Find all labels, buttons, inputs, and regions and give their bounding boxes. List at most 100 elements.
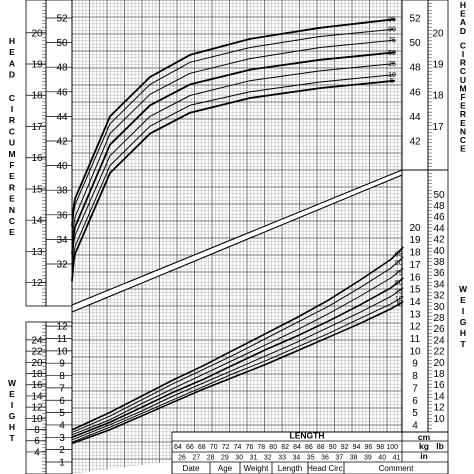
wt-percentile-25-label: 25 bbox=[395, 289, 403, 296]
hc-title-letter: C bbox=[9, 126, 15, 136]
wt-percentile-95-label: 95 bbox=[395, 251, 403, 258]
wt-lb-tick-label: 8 bbox=[34, 425, 40, 436]
length-in-tick-label: 29 bbox=[221, 455, 229, 462]
record-table-header-date: Date bbox=[183, 464, 200, 473]
hc-cm-tick-label: 38 bbox=[56, 186, 68, 197]
wt-percentile-75-label: 75 bbox=[395, 270, 403, 277]
length-cm-tick-label: 72 bbox=[222, 444, 230, 451]
length-in-tick-label: 26 bbox=[178, 455, 186, 462]
wt-title-letter: E bbox=[9, 389, 15, 399]
hc-right-title-letter: E bbox=[460, 9, 466, 19]
wt-lb-right-tick-label: 18 bbox=[433, 369, 445, 380]
wt-lb-right-tick-label: 26 bbox=[433, 324, 445, 335]
wt-lb-right-tick-label: 32 bbox=[433, 291, 445, 302]
hc-cm-tick-label: 46 bbox=[56, 87, 68, 98]
hc-in-right-tick-label: 17 bbox=[432, 122, 444, 133]
wt-lb-tick-label: 10 bbox=[31, 414, 43, 425]
length-in-tick-label: 39 bbox=[364, 455, 372, 462]
length-in-tick-label: 28 bbox=[207, 455, 215, 462]
wt-percentile-50-label: 50 bbox=[395, 280, 403, 287]
wt-right-title-letter: I bbox=[462, 306, 464, 316]
length-in-tick-label: 34 bbox=[293, 455, 301, 462]
wt-title-letter: T bbox=[9, 433, 15, 443]
length-in-tick-label: 36 bbox=[321, 455, 329, 462]
wt-kg-right-tick-label: 18 bbox=[409, 248, 421, 259]
record-table-header-head-circ: Head Circ. bbox=[307, 464, 345, 473]
wt-lb-right-tick-label: 14 bbox=[433, 391, 445, 402]
wt-lb-right-tick-label: 24 bbox=[433, 335, 445, 346]
wt-unit-lb: lb bbox=[436, 441, 444, 451]
wt-kg-right-tick-label: 8 bbox=[412, 371, 418, 382]
axis-labels: 3234363840424446485052121314151617181920… bbox=[8, 0, 468, 469]
wt-lb-tick-label: 4 bbox=[34, 447, 40, 458]
wt-kg-right-tick-label: 10 bbox=[409, 346, 421, 357]
hc-cm-tick-label: 40 bbox=[56, 161, 68, 172]
length-in-tick-label: 35 bbox=[307, 455, 315, 462]
length-in-tick-label: 30 bbox=[235, 455, 243, 462]
wt-lb-right-tick-label: 28 bbox=[433, 313, 445, 324]
hc-cm-right-tick-label: 50 bbox=[409, 38, 421, 49]
length-cm-tick-label: 90 bbox=[329, 444, 337, 451]
record-table-header-age: Age bbox=[218, 464, 233, 473]
length-cm-tick-label: 88 bbox=[317, 444, 325, 451]
hc-cm-right-tick-label: 52 bbox=[409, 14, 421, 25]
length-axis-background bbox=[172, 432, 402, 462]
wt-percentile-10-line bbox=[71, 296, 404, 443]
hc-in-tick-label: 14 bbox=[31, 216, 43, 227]
wt-kg-right-tick-label: 20 bbox=[409, 223, 421, 234]
wt-title-letter: G bbox=[9, 411, 16, 421]
wt-lb-right-tick-label: 12 bbox=[433, 403, 445, 414]
hc-title-letter: R bbox=[9, 115, 15, 125]
hc-cm-right-tick-label: 46 bbox=[409, 87, 421, 98]
wt-kg-tick-label: 1 bbox=[59, 458, 65, 469]
record-table-header-length: Length bbox=[278, 464, 302, 473]
hc-in-tick-label: 13 bbox=[31, 247, 43, 258]
wt-lb-right-tick-label: 10 bbox=[433, 414, 445, 425]
wt-lb-tick-label: 22 bbox=[31, 347, 43, 358]
hc-right-title-letter: I bbox=[462, 49, 464, 59]
length-cm-tick-label: 82 bbox=[281, 444, 289, 451]
length-in-tick-label: 32 bbox=[264, 455, 272, 462]
wt-kg-tick-label: 10 bbox=[56, 346, 68, 357]
hc-right-title-letter: E bbox=[460, 144, 466, 154]
wt-lb-right-tick-label: 50 bbox=[433, 190, 445, 201]
wt-kg-right-tick-label: 4 bbox=[412, 420, 418, 431]
wt-lb-right-tick-label: 38 bbox=[433, 257, 445, 268]
wt-kg-tick-label: 6 bbox=[59, 396, 65, 407]
wt-title-letter: H bbox=[9, 422, 15, 432]
hc-title-letter: C bbox=[9, 216, 15, 226]
hc-right-title-letter: F bbox=[460, 92, 465, 102]
hc-title-letter: C bbox=[9, 93, 15, 103]
wt-right-title-letter: E bbox=[460, 295, 466, 305]
wt-lb-right-tick-label: 36 bbox=[433, 268, 445, 279]
hc-in-right-tick-label: 19 bbox=[432, 60, 444, 71]
wt-kg-tick-label: 3 bbox=[59, 433, 65, 444]
length-in-tick-label: 37 bbox=[335, 455, 343, 462]
chart-divider-band bbox=[72, 170, 402, 312]
length-cm-tick-label: 74 bbox=[234, 444, 242, 451]
wt-kg-right-tick-label: 9 bbox=[412, 359, 418, 370]
wt-kg-tick-label: 8 bbox=[59, 371, 65, 382]
hc-right-title-letter: M bbox=[459, 83, 466, 93]
hc-right-title-letter: R bbox=[460, 58, 466, 68]
wt-kg-tick-label: 9 bbox=[59, 359, 65, 370]
hc-cm-tick-label: 50 bbox=[56, 38, 68, 49]
wt-kg-right-tick-label: 16 bbox=[409, 272, 421, 283]
hc-in-tick-label: 20 bbox=[31, 28, 43, 39]
hc-in-tick-label: 19 bbox=[31, 60, 43, 71]
wt-lb-tick-label: 24 bbox=[31, 335, 43, 346]
length-cm-tick-label: 84 bbox=[293, 444, 301, 451]
wt-kg-right-tick-label: 19 bbox=[409, 235, 421, 246]
wt-lb-right-tick-label: 34 bbox=[433, 279, 445, 290]
length-cm-tick-label: 64 bbox=[174, 444, 182, 451]
wt-kg-right-tick-label: 17 bbox=[409, 260, 421, 271]
wt-lb-tick-label: 18 bbox=[31, 369, 43, 380]
length-unit-cm: cm bbox=[418, 432, 431, 442]
hc-title-letter: E bbox=[9, 194, 15, 204]
wt-title-letter: W bbox=[8, 378, 17, 388]
wt-right-title-letter: T bbox=[460, 339, 466, 349]
wt-percentile-50-line bbox=[71, 277, 404, 439]
wt-percentile-90-line bbox=[71, 256, 404, 433]
